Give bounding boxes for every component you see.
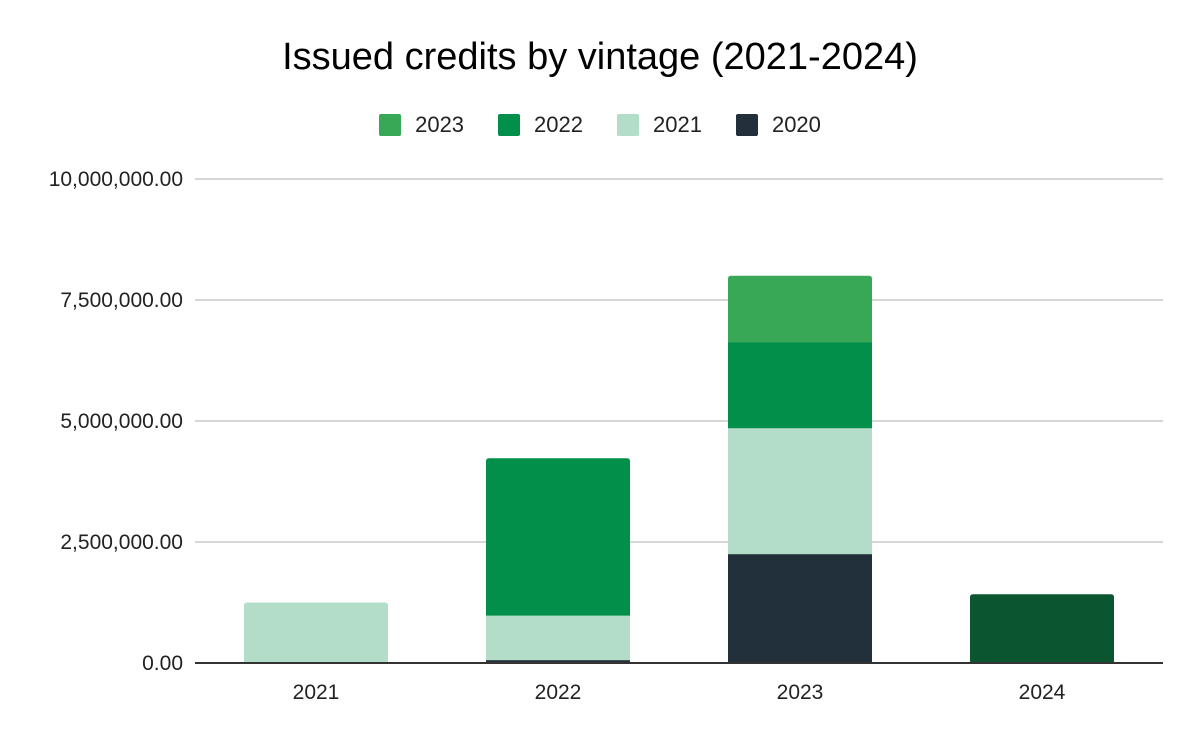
y-tick-label: 0.00 (142, 652, 183, 675)
bar-2022-series-2022[interactable] (486, 458, 630, 616)
bar-2021-series-2021[interactable] (244, 602, 388, 664)
x-tick-label-2022: 2022 (535, 681, 582, 704)
y-tick-label: 10,000,000.00 (49, 168, 183, 191)
legend-swatch-2021 (617, 114, 639, 136)
legend-label-2020: 2020 (771, 112, 821, 137)
chart-legend: 2023 2022 2021 2020 (0, 112, 1200, 138)
bar-2023-series-2023[interactable] (728, 275, 872, 343)
legend-label-2023: 2023 (415, 112, 465, 137)
y-tick-label: 5,000,000.00 (60, 410, 183, 433)
bar-2023-series-2022[interactable] (728, 342, 872, 429)
bar-2022-series-2021[interactable] (486, 615, 630, 661)
x-tick-label-2023: 2023 (777, 681, 824, 704)
bars (244, 275, 1114, 664)
bar-2024-series-s4[interactable] (970, 594, 1114, 663)
y-tick-label: 2,500,000.00 (60, 531, 183, 554)
bar-2023-series-2020[interactable] (728, 554, 872, 663)
legend-item-2021[interactable]: 2021 (617, 112, 702, 138)
legend-swatch-2022 (498, 114, 521, 136)
chart-title: Issued credits by vintage (2021-2024) (282, 36, 918, 78)
legend-item-2020[interactable]: 2020 (735, 112, 821, 138)
legend-swatch-2023 (379, 114, 402, 136)
axes: 0.00 2,500,000.00 5,000,000.00 7,500,000.00… (49, 168, 1163, 704)
legend-label-2022: 2022 (534, 112, 583, 137)
legend-item-2022[interactable]: 2022 (498, 112, 583, 138)
x-tick-label-2021: 2021 (293, 681, 340, 704)
legend-label-2021: 2021 (653, 112, 702, 137)
bar-2023-series-2021[interactable] (728, 428, 872, 555)
legend-item-2023[interactable]: 2023 (379, 112, 464, 138)
x-tick-label-2024: 2024 (1019, 681, 1066, 704)
y-tick-label: 7,500,000.00 (60, 289, 183, 312)
gridlines (195, 178, 1163, 543)
bar-2022-series-2020[interactable] (486, 660, 630, 663)
legend-swatch-2020 (735, 114, 758, 136)
